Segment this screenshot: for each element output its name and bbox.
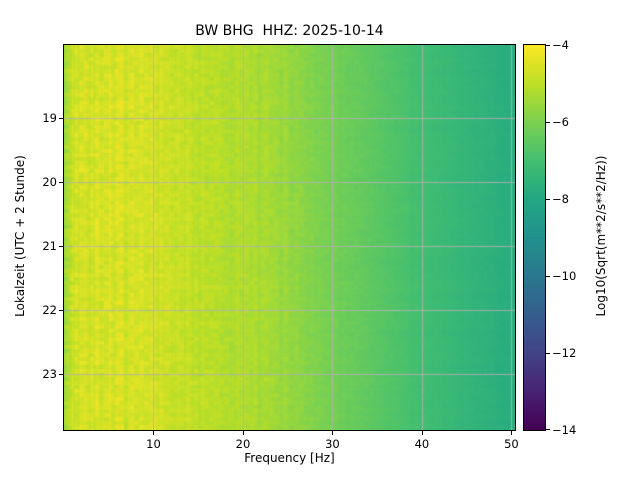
colorbar-gradient-canvas: [524, 45, 545, 430]
x-axis-label: Frequency [Hz]: [244, 451, 335, 465]
y-axis-label: Lokalzeit (UTC + 2 Stunde): [13, 155, 27, 317]
colorbar-tick-label: −14: [552, 423, 577, 437]
y-tick-label: 21: [42, 238, 57, 253]
y-tick-label: 23: [42, 367, 57, 382]
x-tick-label: 40: [414, 437, 430, 451]
spectrogram-heatmap-canvas: [64, 45, 515, 430]
colorbar: [523, 44, 546, 431]
y-tick-mark: [59, 310, 63, 311]
x-tick-label: 20: [235, 437, 251, 451]
x-tick-mark: [332, 431, 334, 435]
colorbar-tick-label: −4: [552, 38, 569, 52]
x-tick-mark: [242, 431, 244, 435]
x-tick-label: 10: [146, 437, 161, 451]
y-tick-label: 20: [42, 174, 57, 189]
colorbar-tick-label: −8: [552, 192, 569, 206]
x-tick-label: 30: [325, 437, 340, 451]
y-tick-mark: [59, 245, 63, 247]
x-tick-mark: [511, 431, 513, 435]
y-tick-label: 19: [42, 110, 57, 125]
colorbar-tick-mark: [546, 429, 550, 430]
colorbar-tick-mark: [546, 276, 550, 277]
y-tick-mark: [59, 374, 63, 376]
y-tick-mark: [59, 181, 63, 183]
colorbar-tick-label: −12: [552, 346, 577, 360]
plot-area: [63, 44, 516, 431]
y-tick-mark: [59, 117, 63, 119]
x-tick-label: 50: [504, 437, 519, 451]
x-tick-mark: [153, 431, 155, 435]
colorbar-label: Log10(Sqrt(m**2/s**2/Hz)): [594, 155, 608, 317]
colorbar-tick-mark: [546, 122, 550, 123]
colorbar-tick-mark: [546, 353, 550, 354]
colorbar-tick-mark: [546, 199, 550, 200]
colorbar-tick-label: −10: [552, 269, 577, 283]
x-tick-mark: [421, 431, 423, 435]
colorbar-tick-label: −6: [552, 115, 569, 129]
y-tick-label: 22: [42, 303, 57, 317]
colorbar-tick-mark: [546, 45, 550, 46]
chart-title: BW BHG HHZ: 2025-10-14: [195, 23, 384, 39]
